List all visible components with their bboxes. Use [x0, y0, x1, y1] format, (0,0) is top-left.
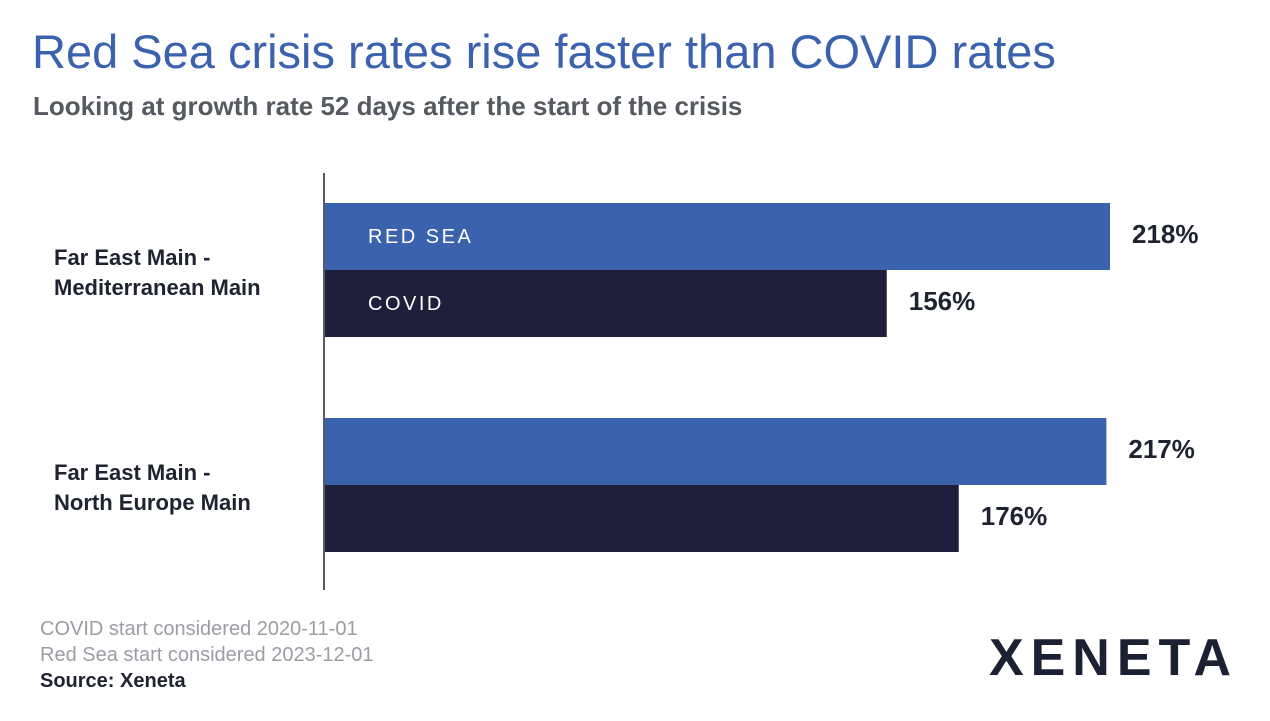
value-label: 218% — [1132, 219, 1199, 249]
category-label: Far East Main - Mediterranean Main — [54, 245, 261, 300]
bars-layer: Far East Main - Mediterranean Main 218% RED… — [54, 203, 1199, 552]
value-label: 217% — [1128, 434, 1195, 464]
xeneta-logo: XENETA — [988, 629, 1238, 687]
series-label: COVID — [368, 293, 444, 315]
chart-subtitle: Looking at growth rate 52 days after the… — [33, 91, 743, 121]
category-label: Far East Main - North Europe Main — [54, 460, 251, 515]
category-label-line: North Europe Main — [54, 490, 251, 515]
bar-red-sea — [325, 418, 1107, 485]
footnote-covid-start: COVID start considered 2020-11-01 — [40, 618, 358, 640]
chart-title: Red Sea crisis rates rise faster than CO… — [32, 25, 1056, 78]
bar-red-sea — [325, 203, 1110, 270]
value-label: 176% — [981, 501, 1048, 531]
footnote-redsea-start: Red Sea start considered 2023-12-01 — [40, 644, 374, 666]
series-label: RED SEA — [368, 226, 473, 248]
value-label: 156% — [909, 286, 976, 316]
bar-covid — [325, 270, 887, 337]
bar-covid — [325, 485, 959, 552]
category-label-line: Far East Main - — [54, 245, 210, 270]
source-note: Source: Xeneta — [40, 670, 186, 692]
category-label-line: Mediterranean Main — [54, 275, 261, 300]
bar-chart: Far East Main - Mediterranean Main 218% RED… — [54, 173, 1199, 590]
category-label-line: Far East Main - — [54, 460, 210, 485]
